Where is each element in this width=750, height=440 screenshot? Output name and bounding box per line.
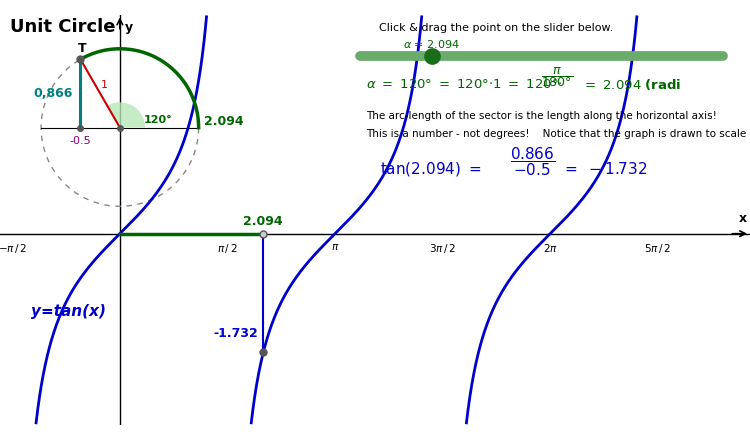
Text: $\mathrm{tan}(2.094)\ =\ $: $\mathrm{tan}(2.094)\ =\ $ (380, 160, 482, 178)
Text: 0,866: 0,866 (33, 87, 72, 100)
Text: $5\pi\,/\,2$: $5\pi\,/\,2$ (644, 242, 671, 255)
Text: $-\pi\,/\,2$: $-\pi\,/\,2$ (0, 242, 27, 255)
Text: $\dfrac{0.866}{-0.5}$: $\dfrac{0.866}{-0.5}$ (510, 145, 556, 178)
Text: $=\ 2.094\ \mathbf{(radi}$: $=\ 2.094\ \mathbf{(radi}$ (582, 77, 682, 92)
Text: 1: 1 (100, 80, 108, 90)
Text: 120°: 120° (143, 115, 172, 125)
Wedge shape (107, 103, 145, 128)
Text: -0.5: -0.5 (70, 136, 92, 147)
Text: Unit Circle: Unit Circle (10, 18, 115, 36)
Text: $\pi\,/\,2$: $\pi\,/\,2$ (217, 242, 238, 255)
Text: y: y (125, 22, 134, 34)
Text: T: T (78, 43, 87, 55)
Text: $\pi$: $\pi$ (331, 242, 339, 252)
Text: 2.094: 2.094 (244, 215, 283, 228)
Text: $\dfrac{\pi}{180°}$: $\dfrac{\pi}{180°}$ (541, 66, 573, 89)
Text: $\alpha\ =\ 120°\ =\ 120°{\cdot}1\ =\ 120°{\cdot}$: $\alpha\ =\ 120°\ =\ 120°{\cdot}1\ =\ 12… (367, 78, 563, 91)
Text: Click & drag the point on the slider below.: Click & drag the point on the slider bel… (380, 23, 614, 33)
Text: This is a number - not degrees!    Notice that the graph is drawn to scale 1: This is a number - not degrees! Notice t… (367, 129, 750, 139)
Text: $=\ -1.732$: $=\ -1.732$ (562, 161, 647, 176)
Text: $2\pi$: $2\pi$ (543, 242, 558, 254)
Text: 2.094: 2.094 (204, 115, 244, 128)
Text: The arc-length of the sector is the length along the horizontal axis!: The arc-length of the sector is the leng… (367, 111, 717, 121)
Text: $\alpha$ = 2.094: $\alpha$ = 2.094 (403, 38, 460, 50)
Text: $3\pi\,/\,2$: $3\pi\,/\,2$ (429, 242, 456, 255)
Text: -1.732: -1.732 (213, 327, 258, 341)
Text: x: x (739, 213, 746, 225)
Text: y=tan(x): y=tan(x) (31, 304, 106, 319)
